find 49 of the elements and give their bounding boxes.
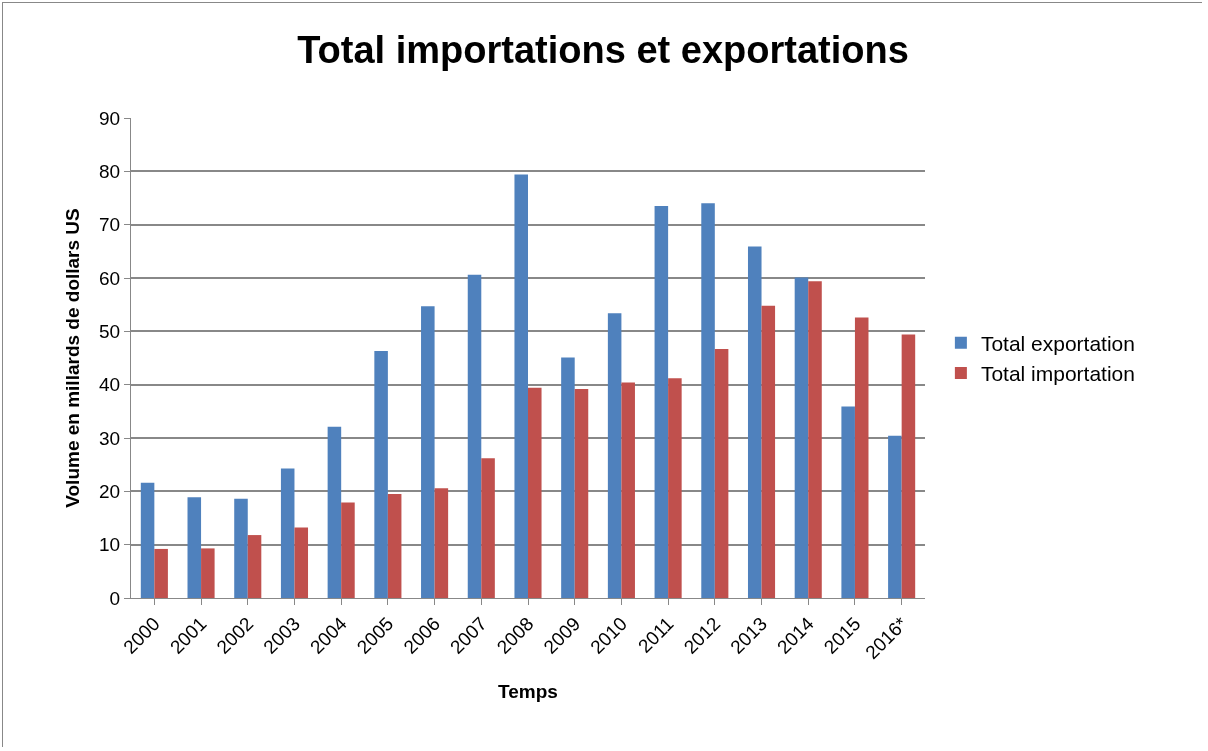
bar <box>841 406 855 598</box>
x-axis-title: Temps <box>498 680 558 702</box>
bar <box>901 334 916 598</box>
legend-label: Total exportation <box>980 331 1135 355</box>
bar <box>247 535 262 598</box>
bar <box>794 277 809 598</box>
bar <box>561 357 575 598</box>
y-tick-label: 50 <box>99 320 121 342</box>
bar <box>528 387 542 598</box>
bar <box>421 306 435 598</box>
bar <box>654 206 669 598</box>
bar <box>607 313 622 598</box>
bar <box>761 305 776 598</box>
bar <box>747 246 762 598</box>
y-tick-label: 30 <box>99 427 121 449</box>
bar <box>854 317 869 598</box>
bar <box>187 497 202 598</box>
bar <box>374 351 388 598</box>
bar <box>154 548 168 598</box>
bar <box>280 468 295 598</box>
bar <box>201 548 215 598</box>
bar <box>234 498 248 598</box>
y-tick-label: 60 <box>99 267 121 289</box>
y-tick-label: 10 <box>99 534 121 556</box>
bar <box>294 527 309 598</box>
y-tick-label: 40 <box>99 374 121 396</box>
bar <box>341 502 355 598</box>
bar <box>574 388 589 598</box>
bar <box>714 348 729 598</box>
y-tick-label: 70 <box>99 214 121 236</box>
chart-title: Total importations et exportations <box>297 29 909 72</box>
bar <box>888 435 902 598</box>
bar <box>621 382 635 598</box>
bar <box>327 426 342 598</box>
y-tick-label: 0 <box>109 587 121 609</box>
y-tick-label: 20 <box>99 480 121 502</box>
bar <box>514 174 528 598</box>
y-axis-title: Volume en millards de dollars US <box>61 208 83 508</box>
bar <box>434 488 449 598</box>
legend-label: Total importation <box>980 362 1135 386</box>
bar <box>668 378 682 598</box>
y-tick-label: 90 <box>99 107 121 129</box>
bar <box>808 281 822 598</box>
bar <box>140 482 155 598</box>
y-tick-label: 80 <box>99 160 121 182</box>
bar <box>467 274 482 598</box>
bar <box>387 494 402 598</box>
bar <box>701 203 715 598</box>
bar <box>481 458 495 598</box>
